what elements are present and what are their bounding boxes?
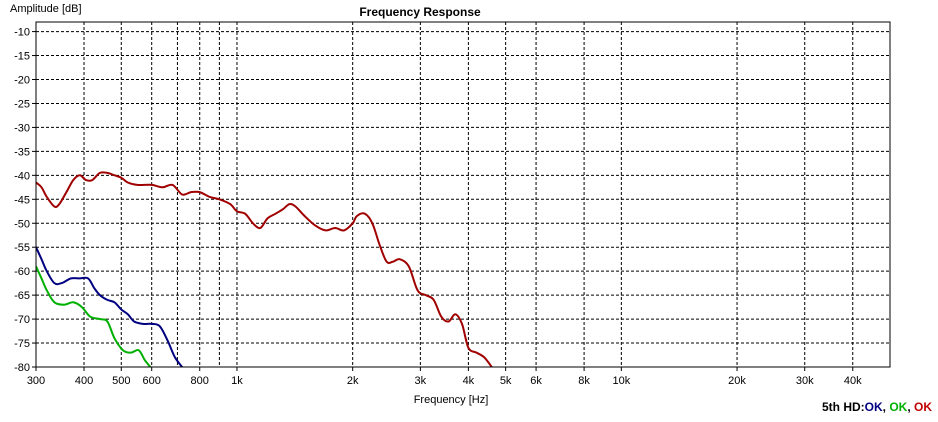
series-line-0 xyxy=(36,171,493,367)
x-axis-label: Frequency [Hz] xyxy=(414,394,489,406)
y-tick-label-10: -60 xyxy=(14,266,30,278)
y-tick-label-14: -80 xyxy=(14,362,30,374)
x-tick-label-7: 3k xyxy=(415,375,427,387)
x-tick-label-2: 500 xyxy=(112,375,130,387)
x-tick-label-3: 600 xyxy=(143,375,161,387)
harmonic-status: 5th HD:OK, OK, OK xyxy=(822,400,932,414)
y-tick-label-4: -30 xyxy=(14,122,30,134)
x-tick-label-8: 4k xyxy=(463,375,475,387)
y-tick-label-11: -65 xyxy=(14,290,30,302)
y-tick-label-1: -15 xyxy=(14,51,30,63)
x-tick-label-4: 800 xyxy=(191,375,209,387)
x-tick-label-5: 1k xyxy=(231,375,243,387)
series-line-2 xyxy=(36,265,152,367)
x-tick-label-9: 5k xyxy=(500,375,512,387)
x-tick-label-0: 300 xyxy=(27,375,45,387)
status-item-4: OK xyxy=(914,400,932,414)
y-tick-label-5: -35 xyxy=(14,146,30,158)
status-item-0: OK xyxy=(864,400,883,414)
x-tick-label-12: 10k xyxy=(612,375,630,387)
y-tick-label-9: -55 xyxy=(14,242,30,254)
series-line-1 xyxy=(36,246,183,367)
y-tick-label-12: -70 xyxy=(14,314,30,326)
y-tick-label-13: -75 xyxy=(14,338,30,350)
y-axis-label: Amplitude [dB] xyxy=(10,3,82,15)
grid xyxy=(36,22,890,367)
x-tick-label-13: 20k xyxy=(728,375,746,387)
x-tick-label-15: 40k xyxy=(844,375,862,387)
status-prefix: 5th HD: xyxy=(821,400,865,414)
status-item-1: , xyxy=(882,400,890,414)
status-item-3: , xyxy=(907,400,914,414)
axis-layer: -10 -15 -20 -25 -30 -35 -40 -45 -50 -55 -60 -65 -70 -… xyxy=(14,21,891,387)
x-tick-label-10: 6k xyxy=(530,375,542,387)
chart-title: Frequency Response xyxy=(359,5,481,19)
y-tick-label-7: -45 xyxy=(14,194,30,206)
y-tick-label-3: -25 xyxy=(14,98,30,110)
status-items: OK, OK, OK xyxy=(865,400,932,414)
x-tick-label-6: 2k xyxy=(347,375,359,387)
x-tick-label-14: 30k xyxy=(796,375,814,387)
y-tick-label-0: -10 xyxy=(14,27,30,39)
x-tick-label-11: 8k xyxy=(578,375,590,387)
y-tick-label-2: -20 xyxy=(14,75,30,87)
x-tick-label-1: 400 xyxy=(75,375,93,387)
series-layer xyxy=(36,171,493,367)
y-tick-label-8: -50 xyxy=(14,218,30,230)
status-item-2: OK xyxy=(889,400,908,414)
plot-frame xyxy=(35,21,891,368)
y-tick-label-6: -40 xyxy=(14,170,30,182)
